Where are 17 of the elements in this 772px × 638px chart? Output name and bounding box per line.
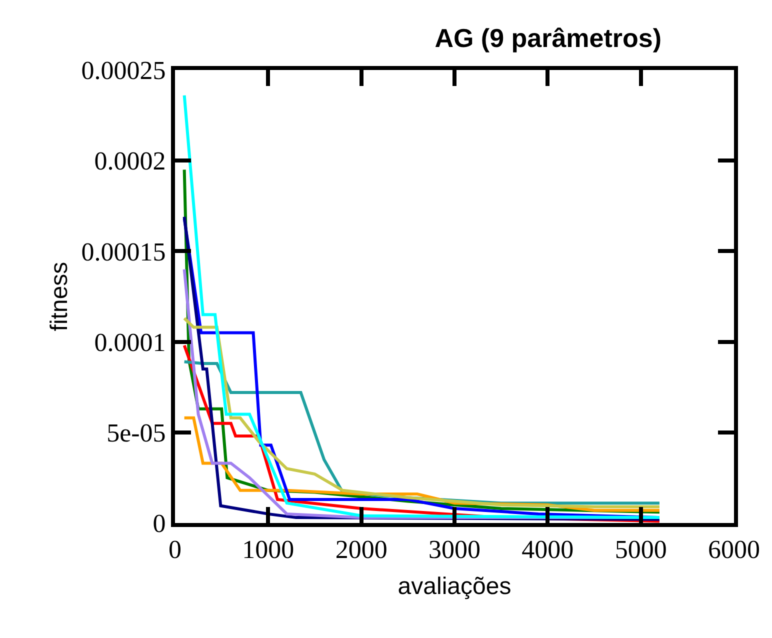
x-tick-label: 1000 [242, 535, 294, 564]
y-tick-label: 0.0001 [94, 328, 166, 357]
x-tick-label: 2000 [335, 535, 388, 564]
x-tick-label: 3000 [428, 535, 480, 564]
y-tick-label: 0 [152, 509, 166, 538]
line-series [182, 94, 661, 520]
y-axis-title: fitness [46, 262, 73, 332]
chart-title: AG (9 parâmetros) [434, 22, 662, 53]
x-tick-label: 5000 [614, 535, 667, 564]
x-tick-label: 6000 [708, 535, 760, 564]
y-tick-label: 5e-05 [106, 418, 166, 448]
y-tick-label: 0.00025 [81, 56, 166, 86]
line-series [182, 316, 661, 508]
y-tick-label: 0.00015 [81, 237, 166, 266]
x-tick-label: 4000 [522, 535, 574, 564]
y-tick-label: 0.0002 [94, 146, 166, 176]
x-axis-title: avaliações [398, 573, 512, 600]
